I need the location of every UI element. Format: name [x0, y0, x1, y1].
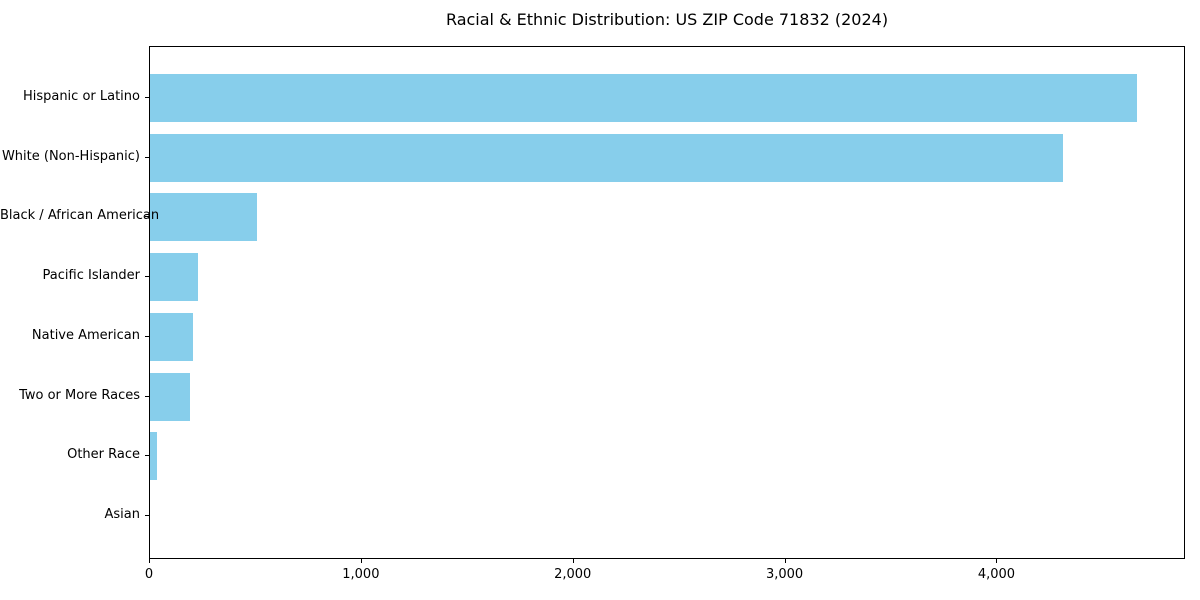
x-tick-mark	[996, 559, 998, 563]
y-tick-mark	[145, 455, 149, 457]
bar	[150, 253, 199, 302]
y-axis-label: Pacific Islander	[42, 268, 140, 284]
y-tick-mark	[145, 514, 149, 516]
plot-area	[149, 46, 1185, 559]
x-tick-mark	[572, 559, 574, 563]
y-axis-label: Hispanic or Latino	[22, 89, 140, 104]
x-tick-mark	[149, 559, 150, 563]
x-tick-mark	[784, 559, 786, 563]
y-axis-label: Native American	[31, 327, 140, 343]
y-axis-label: Asian	[104, 506, 140, 522]
bar	[150, 74, 1138, 122]
x-tick-label: 4,000	[977, 567, 1016, 582]
y-axis-label: Two or More Races	[19, 387, 140, 403]
y-tick-mark	[145, 216, 149, 218]
y-tick-mark	[145, 335, 149, 337]
bar	[150, 372, 191, 421]
x-tick-label: 0	[144, 567, 154, 582]
y-axis-label: White (Non-Hispanic)	[1, 148, 140, 164]
bar	[150, 193, 257, 242]
bar	[150, 133, 1064, 182]
bar	[150, 312, 194, 361]
y-tick-mark	[145, 156, 149, 158]
x-tick-label: 3,000	[765, 567, 804, 582]
y-tick-mark	[145, 395, 149, 397]
y-axis-label: Black / African American	[0, 208, 160, 224]
bar	[150, 432, 158, 481]
x-tick-label: 2,000	[554, 567, 592, 582]
chart-title: Racial & Ethnic Distribution: US ZIP Cod…	[445, 10, 889, 29]
x-tick-label: 1,000	[342, 567, 380, 582]
y-axis-label: Other Race	[67, 447, 140, 463]
y-tick-mark	[145, 97, 149, 98]
x-tick-mark	[360, 559, 362, 563]
y-tick-mark	[145, 276, 149, 278]
